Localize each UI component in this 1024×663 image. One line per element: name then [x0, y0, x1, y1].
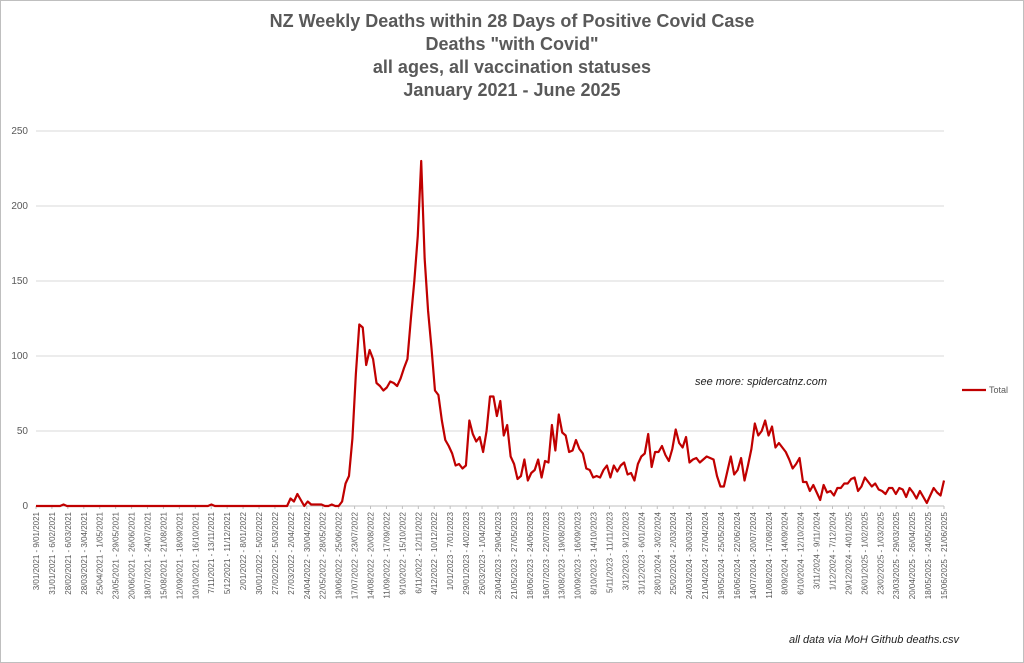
x-tick-label: 1/01/2023 - 7/01/2023 [446, 511, 455, 590]
x-tick-label: 9/10/2022 - 15/10/2022 [398, 511, 407, 594]
x-tick-label: 22/05/2022 - 28/05/2022 [319, 511, 328, 599]
title-line-2: Deaths "with Covid" [425, 34, 599, 54]
x-tick-label: 10/09/2023 - 16/09/2023 [574, 511, 583, 599]
x-tick-label: 20/06/2021 - 26/06/2021 [128, 511, 137, 599]
x-tick-label: 26/03/2023 - 1/04/2023 [478, 511, 487, 594]
x-tick-label: 27/03/2022 - 2/04/2022 [287, 511, 296, 594]
annotation-text: see more: spidercatnz.com [695, 376, 828, 388]
x-tick-label: 29/12/2024 - 4/01/2025 [844, 511, 853, 594]
x-tick-label: 16/06/2024 - 22/06/2024 [733, 511, 742, 599]
x-tick-label: 6/10/2024 - 12/10/2024 [797, 511, 806, 594]
y-tick-label: 100 [11, 351, 28, 362]
x-tick-label: 29/01/2023 - 4/02/2023 [462, 511, 471, 594]
x-tick-label: 25/02/2024 - 2/03/2024 [669, 511, 678, 594]
x-tick-label: 18/05/2025 - 24/05/2025 [924, 511, 933, 599]
title-line-4: January 2021 - June 2025 [403, 80, 621, 100]
y-tick-label: 0 [22, 501, 28, 512]
x-tick-label: 27/02/2022 - 5/03/2022 [271, 511, 280, 594]
x-tick-label: 16/07/2023 - 22/07/2023 [542, 511, 551, 599]
x-tick-label: 23/03/2025 - 29/03/2025 [892, 511, 901, 599]
x-tick-label: 28/01/2024 - 3/02/2024 [653, 511, 662, 594]
x-tick-label: 20/04/2025 - 26/04/2025 [908, 511, 917, 599]
y-tick-label: 50 [17, 426, 29, 437]
source-note: all data via MoH Github deaths.csv [789, 634, 959, 646]
x-tick-label: 28/02/2021 - 6/03/2021 [64, 511, 73, 594]
x-tick-label: 15/08/2021 - 21/08/2021 [159, 511, 168, 599]
x-tick-label: 2/01/2022 - 8/01/2022 [239, 511, 248, 590]
x-tick-label: 30/01/2022 - 5/02/2022 [255, 511, 264, 594]
x-tick-label: 28/03/2021 - 3/04/2021 [80, 511, 89, 594]
x-tick-label: 24/04/2022 - 30/04/2022 [303, 511, 312, 599]
x-tick-label: 5/12/2021 - 11/12/2021 [223, 511, 232, 594]
x-tick-label: 24/03/2024 - 30/03/2024 [685, 511, 694, 599]
x-tick-label: 6/11/2022 - 12/11/2022 [414, 511, 423, 593]
x-tick-label: 3/12/2023 - 9/12/2023 [621, 511, 630, 590]
x-tick-label: 26/01/2025 - 1/02/2025 [860, 511, 869, 594]
x-tick-label: 14/08/2022 - 20/08/2022 [367, 511, 376, 599]
x-tick-label: 11/08/2024 - 17/08/2024 [765, 511, 774, 598]
x-tick-label: 14/07/2024 - 20/07/2024 [749, 511, 758, 599]
x-tick-label: 23/04/2023 - 29/04/2023 [494, 511, 503, 599]
x-tick-label: 23/05/2021 - 29/05/2021 [112, 511, 121, 599]
x-tick-label: 23/02/2025 - 1/03/2025 [876, 511, 885, 594]
series-line-total [36, 159, 946, 508]
x-tick-label: 4/12/2022 - 10/12/2022 [430, 511, 439, 594]
x-tick-label: 3/01/2021 - 9/01/2021 [32, 511, 41, 590]
y-tick-label: 250 [11, 126, 28, 137]
x-tick-label: 13/08/2023 - 19/08/2023 [558, 511, 567, 599]
x-tick-label: 31/01/2021 - 6/02/2021 [48, 511, 57, 594]
x-tick-label: 7/11/2021 - 13/11/2021 [207, 511, 216, 593]
x-tick-label: 15/06/2025 - 21/06/2025 [940, 511, 949, 599]
x-tick-label: 5/11/2023 - 11/11/2023 [605, 511, 614, 593]
x-tick-label: 21/04/2024 - 27/04/2024 [701, 511, 710, 599]
x-tick-label: 21/05/2023 - 27/05/2023 [510, 511, 519, 599]
y-tick-label: 150 [11, 276, 28, 287]
x-tick-label: 10/10/2021 - 16/10/2021 [191, 511, 200, 599]
x-tick-label: 12/09/2021 - 18/09/2021 [175, 511, 184, 599]
title-line-1: NZ Weekly Deaths within 28 Days of Posit… [269, 11, 755, 31]
x-tick-label: 18/06/2023 - 24/06/2023 [526, 511, 535, 599]
x-tick-label: 1/12/2024 - 7/12/2024 [828, 511, 837, 590]
x-tick-label: 25/04/2021 - 1/05/2021 [96, 511, 105, 594]
x-tick-label: 31/12/2023 - 6/01/2024 [637, 511, 646, 594]
x-tick-label: 17/07/2022 - 23/07/2022 [351, 511, 360, 599]
title-line-3: all ages, all vaccination statuses [372, 57, 652, 77]
x-tick-label: 18/07/2021 - 24/07/2021 [144, 511, 153, 599]
x-tick-label: 3/11/2024 - 9/11/2024 [813, 511, 822, 589]
x-tick-label: 8/09/2024 - 14/09/2024 [781, 511, 790, 594]
x-tick-label: 11/09/2022 - 17/09/2022 [382, 511, 391, 598]
x-tick-label: 19/06/2022 - 25/06/2022 [335, 511, 344, 599]
legend-label: Total [989, 385, 1008, 395]
x-tick-label: 8/10/2023 - 14/10/2023 [590, 511, 599, 594]
chart-title: NZ Weekly Deaths within 28 Days of Posit… [0, 10, 1024, 102]
x-tick-label: 19/05/2024 - 25/05/2024 [717, 511, 726, 599]
y-tick-label: 200 [11, 201, 28, 212]
